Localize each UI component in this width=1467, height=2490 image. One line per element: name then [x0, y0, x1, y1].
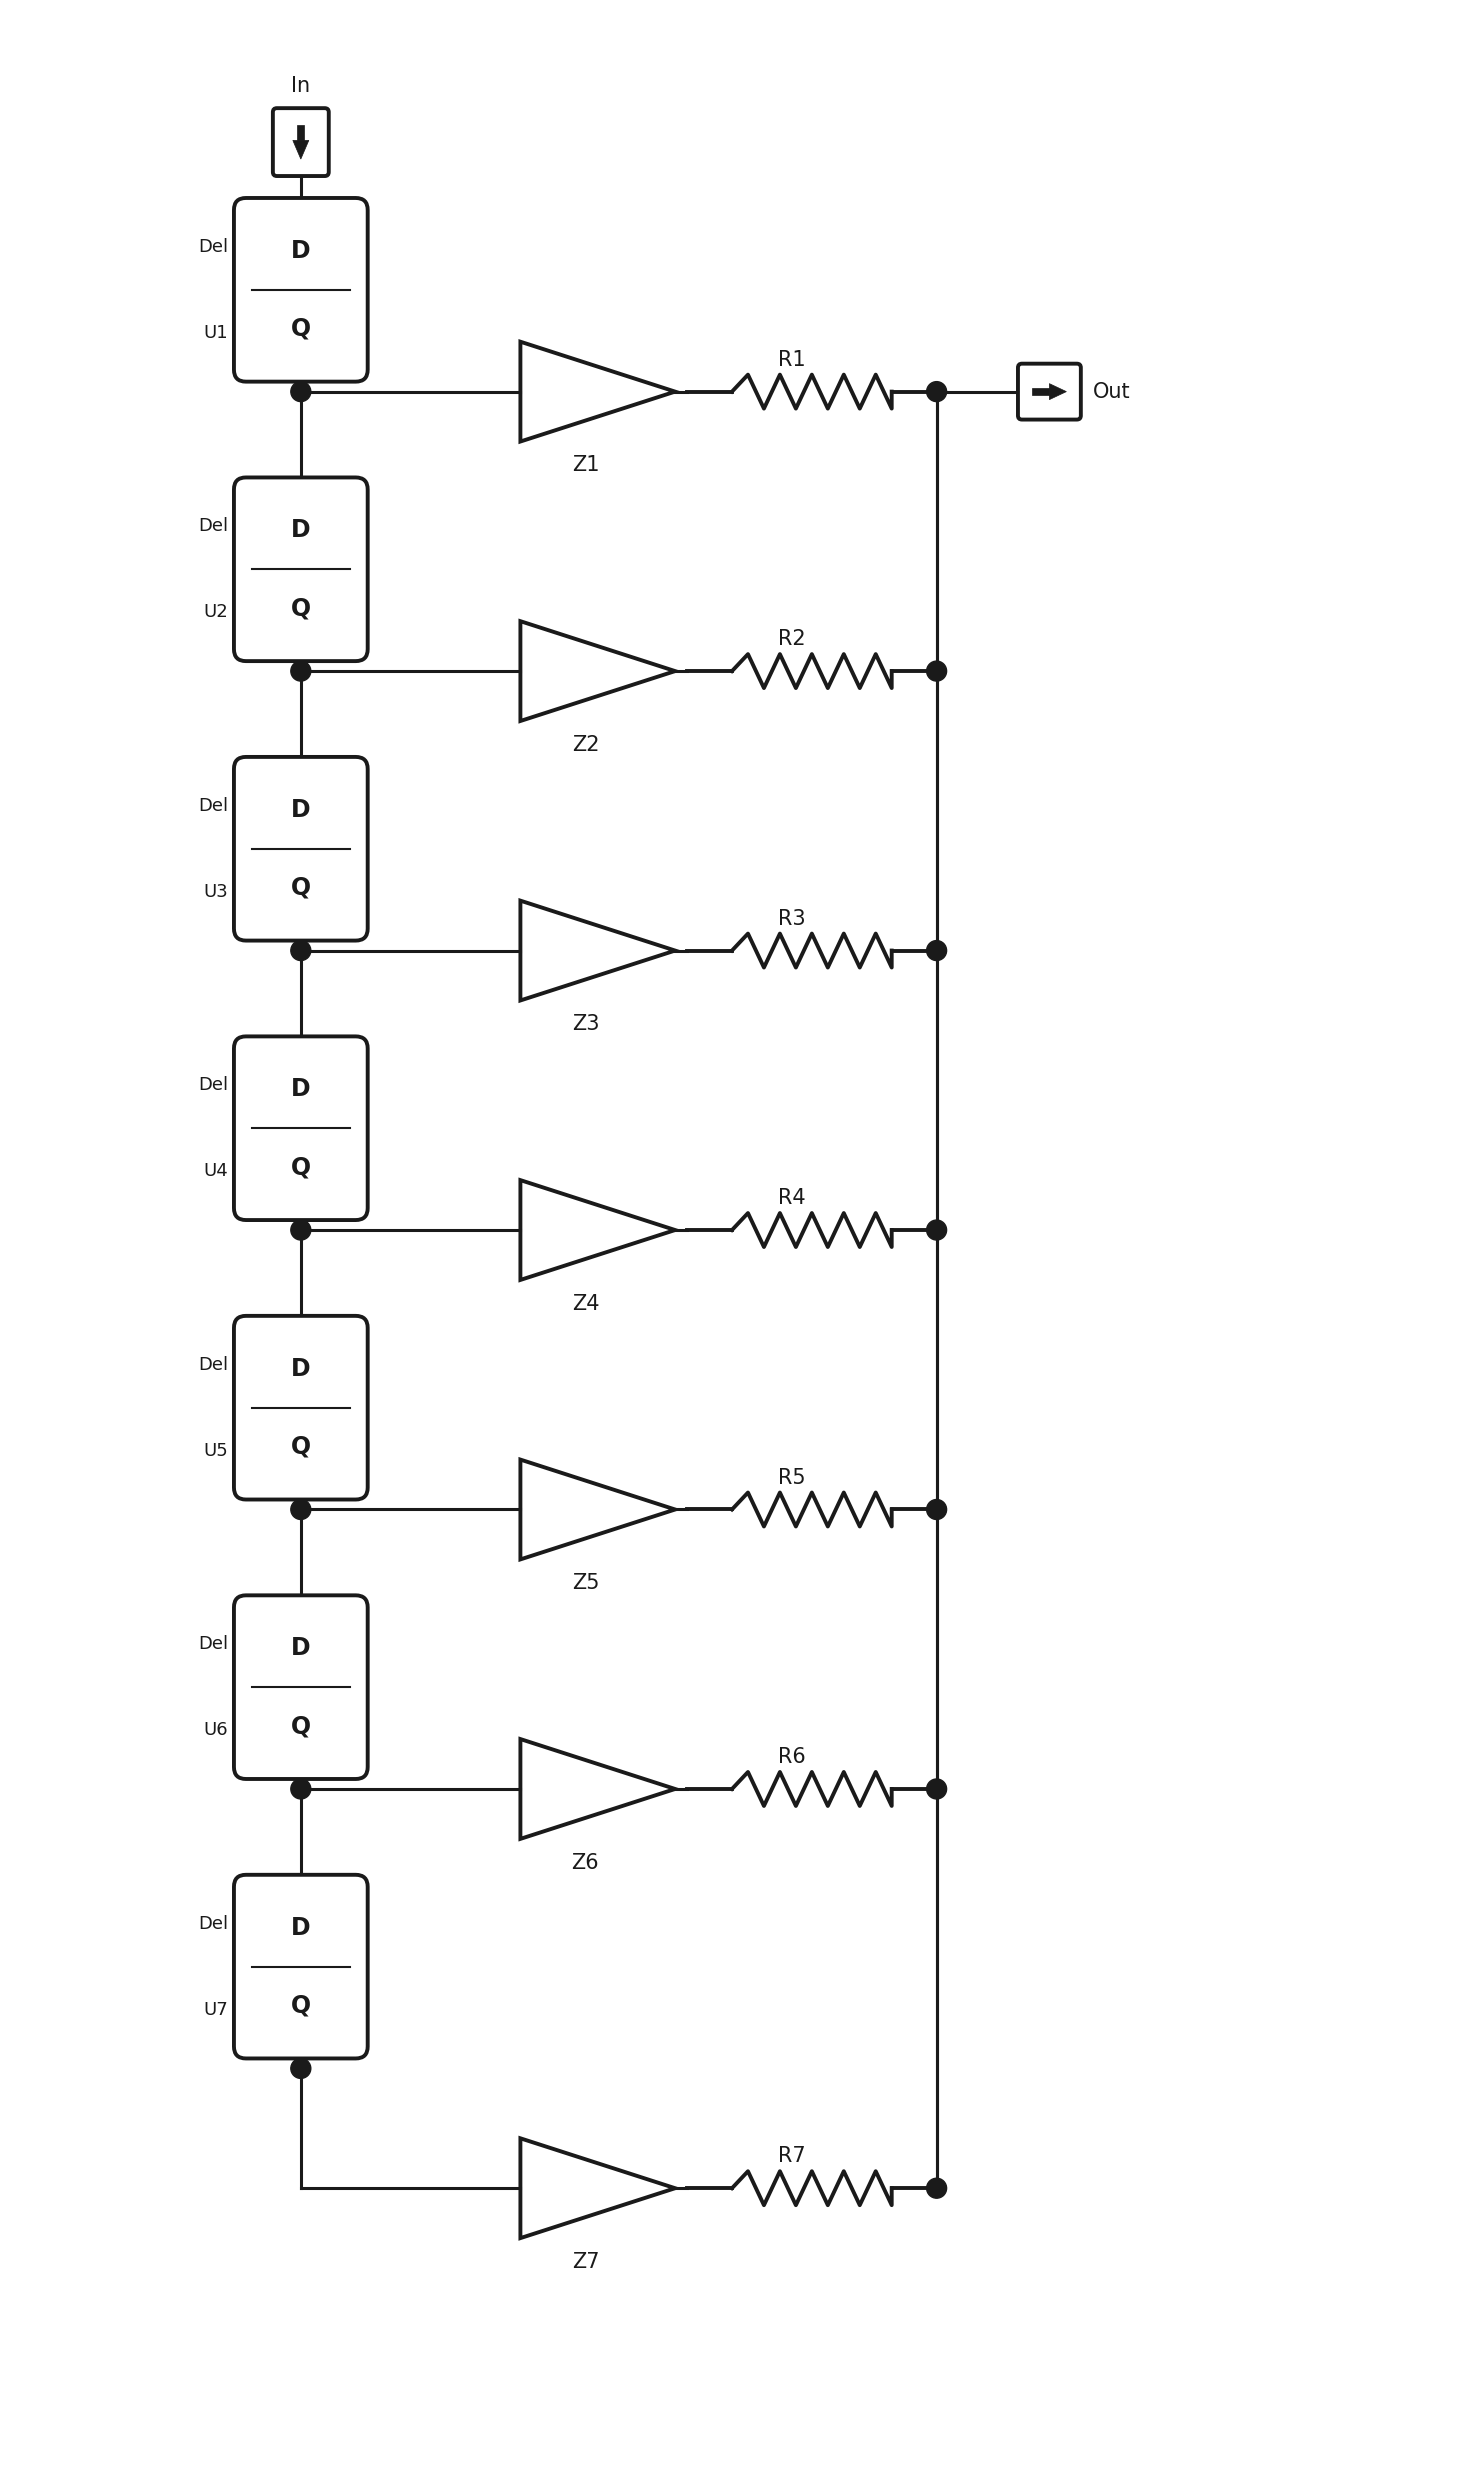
Text: U4: U4 [204, 1163, 227, 1180]
Text: D: D [290, 1636, 311, 1661]
Polygon shape [1033, 388, 1049, 396]
FancyBboxPatch shape [233, 1036, 368, 1220]
Text: Q: Q [290, 1434, 311, 1459]
FancyBboxPatch shape [233, 757, 368, 941]
Text: R4: R4 [778, 1188, 805, 1208]
Text: D: D [290, 797, 311, 822]
Text: U3: U3 [204, 884, 227, 901]
Text: U2: U2 [204, 603, 227, 622]
Circle shape [927, 1778, 946, 1798]
Text: R5: R5 [778, 1467, 805, 1487]
FancyBboxPatch shape [233, 1596, 368, 1778]
Text: Z6: Z6 [572, 1853, 599, 1872]
Circle shape [290, 1778, 311, 1798]
Text: Del: Del [198, 1915, 227, 1932]
Text: R1: R1 [778, 349, 805, 369]
Text: Z3: Z3 [572, 1013, 599, 1033]
Text: In: In [292, 77, 311, 97]
Text: Del: Del [198, 1076, 227, 1093]
Circle shape [927, 2179, 946, 2199]
Text: D: D [290, 1078, 311, 1101]
Text: U7: U7 [204, 2002, 227, 2019]
Circle shape [927, 1220, 946, 1240]
Text: Q: Q [290, 876, 311, 899]
FancyBboxPatch shape [233, 1315, 368, 1499]
Text: D: D [290, 518, 311, 543]
Circle shape [290, 941, 311, 961]
Text: R6: R6 [778, 1748, 805, 1768]
FancyBboxPatch shape [273, 107, 329, 177]
Circle shape [927, 381, 946, 401]
Polygon shape [1049, 383, 1067, 398]
Text: Del: Del [198, 1636, 227, 1653]
Text: U5: U5 [204, 1442, 227, 1459]
Text: D: D [290, 239, 311, 261]
Text: U6: U6 [204, 1721, 227, 1741]
Text: Z4: Z4 [572, 1295, 599, 1315]
Text: Out: Out [1093, 381, 1131, 401]
Circle shape [290, 662, 311, 682]
Text: Del: Del [198, 237, 227, 256]
Text: Z1: Z1 [572, 456, 599, 476]
Text: R7: R7 [778, 2146, 805, 2166]
Circle shape [927, 662, 946, 682]
Text: D: D [290, 1915, 311, 1940]
Text: R3: R3 [778, 909, 805, 929]
Text: Z5: Z5 [572, 1574, 599, 1594]
Polygon shape [298, 124, 304, 139]
FancyBboxPatch shape [233, 478, 368, 662]
Circle shape [290, 381, 311, 401]
Text: Q: Q [290, 1155, 311, 1180]
Circle shape [927, 941, 946, 961]
Circle shape [290, 1220, 311, 1240]
Text: Q: Q [290, 1994, 311, 2017]
Text: Q: Q [290, 598, 311, 620]
Text: Z7: Z7 [572, 2251, 599, 2271]
Text: Q: Q [290, 316, 311, 341]
Text: Del: Del [198, 797, 227, 814]
Text: U1: U1 [204, 324, 227, 341]
Text: R2: R2 [778, 630, 805, 650]
FancyBboxPatch shape [233, 199, 368, 381]
Text: D: D [290, 1357, 311, 1379]
Circle shape [290, 2059, 311, 2079]
FancyBboxPatch shape [1018, 364, 1081, 421]
FancyBboxPatch shape [233, 1875, 368, 2059]
Text: Del: Del [198, 1355, 227, 1374]
Text: Z2: Z2 [572, 735, 599, 754]
Circle shape [290, 1499, 311, 1519]
Circle shape [927, 1499, 946, 1519]
Text: Q: Q [290, 1713, 311, 1738]
Polygon shape [293, 139, 310, 159]
Text: Del: Del [198, 518, 227, 535]
